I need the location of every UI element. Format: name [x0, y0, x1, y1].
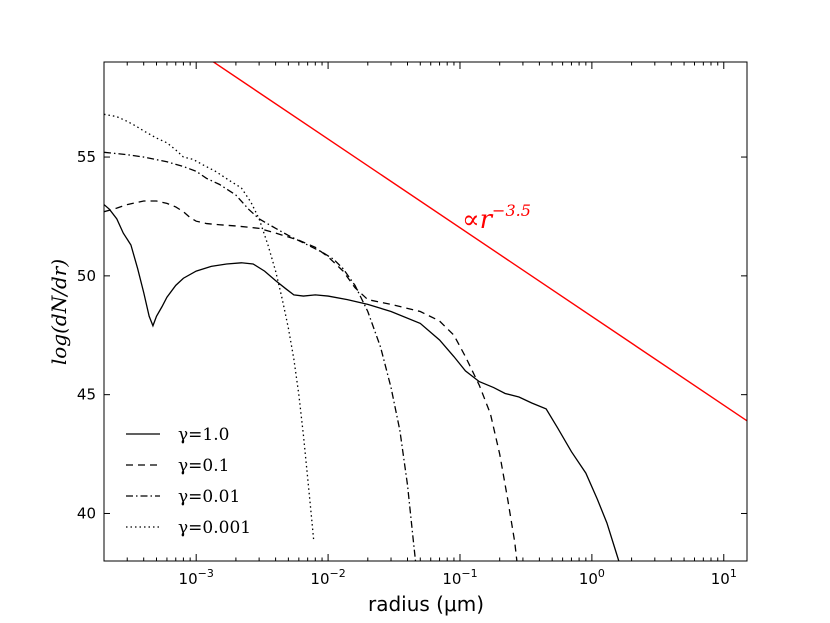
plot-frame	[103, 61, 748, 562]
legend: γ=1.0 γ=0.1 γ=0.01 γ=0.001	[126, 425, 251, 538]
series-layer	[104, 62, 747, 561]
series-line-3	[104, 151, 417, 561]
legend-entry-label: γ=0.001	[178, 518, 251, 538]
y-tick-label: 45	[77, 386, 96, 404]
series-line-4	[104, 113, 315, 543]
x-tick-label: 101	[711, 567, 737, 588]
x-axis-label: radius (μm)	[368, 592, 484, 616]
x-tick-label: 10−1	[442, 567, 477, 588]
y-tick-label: 50	[77, 267, 96, 285]
annotation-label: ∝r−3.5	[462, 201, 531, 235]
y-tick-label: 40	[77, 504, 96, 522]
series-line-1	[104, 204, 620, 561]
annotation-base: ∝r	[462, 205, 494, 235]
x-tick-label: 100	[579, 567, 605, 588]
ticks-layer: 40 45 50 55 10−3 10−2 10−1 100 101	[77, 62, 747, 588]
series-line-2	[104, 200, 518, 561]
legend-entry-label: γ=1.0	[178, 425, 229, 445]
legend-entry-label: γ=0.01	[178, 487, 240, 507]
reference-line	[212, 62, 747, 422]
plot-background	[104, 62, 747, 561]
x-tick-label: 10−3	[179, 567, 214, 588]
x-tick-label: 10−2	[310, 567, 345, 588]
annotation-exponent: −3.5	[492, 201, 531, 220]
y-tick-label: 55	[77, 148, 96, 166]
legend-entry-label: γ=0.1	[178, 456, 229, 476]
y-axis-label: log(dN/dr)	[47, 259, 71, 365]
